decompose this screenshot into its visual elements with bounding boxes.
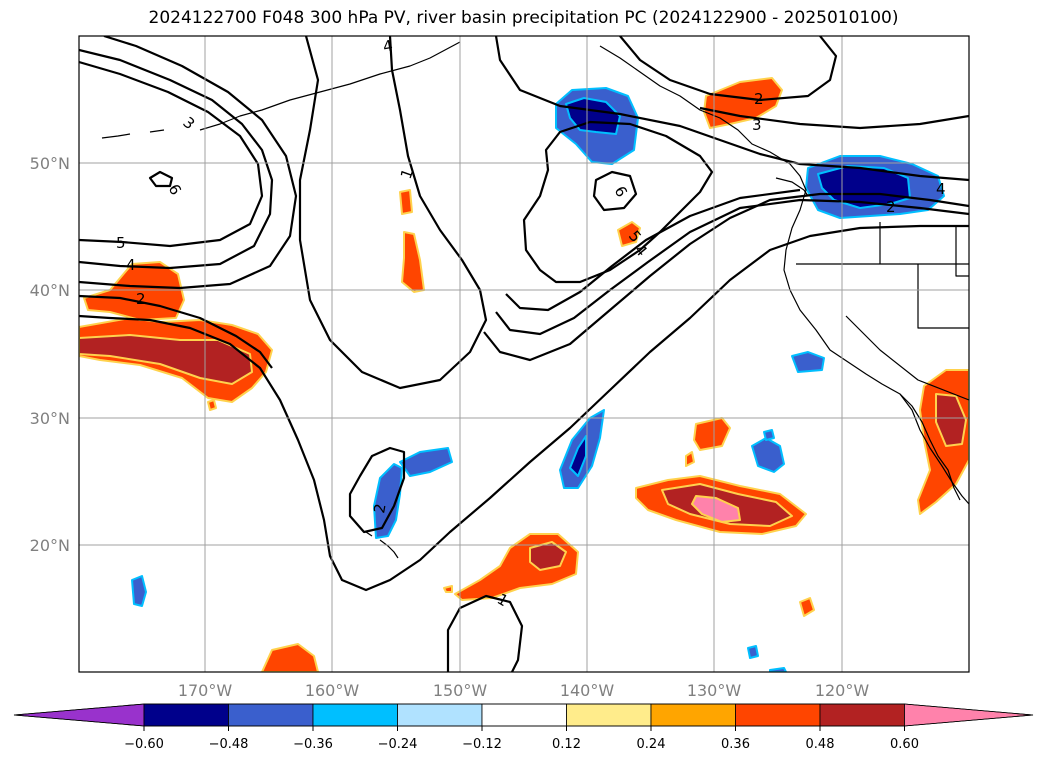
alaska-aleutians xyxy=(101,41,461,139)
lat-tick-label: 30°N xyxy=(30,409,70,428)
precip-positive xyxy=(79,77,969,672)
precip-blob-subtropic-peak xyxy=(691,495,741,523)
lon-tick-label: 130°W xyxy=(687,681,742,700)
north-america-coast xyxy=(783,163,969,505)
coastlines xyxy=(101,41,969,559)
precip-blob-tiny1 xyxy=(763,429,775,441)
colorbar-tick-label: 0.36 xyxy=(721,737,750,752)
pv-contour-trough-4 xyxy=(505,188,801,312)
pv-label: 4 xyxy=(126,256,136,274)
lon-tick-label: 150°W xyxy=(433,681,488,700)
colorbar-tick-label: −0.36 xyxy=(293,737,333,752)
precip-blob-west-small xyxy=(131,575,147,607)
colorbar-tick-label: −0.12 xyxy=(462,737,502,752)
colorbar-tick-label: 0.48 xyxy=(806,737,835,752)
lon-tick-label: 120°W xyxy=(815,681,870,700)
vancouver-island xyxy=(775,177,809,197)
pv-label: 2 xyxy=(370,502,389,515)
lat-tick-label: 20°N xyxy=(30,536,70,555)
pv-contour-hawaii-loop xyxy=(348,446,406,534)
lat-tick-label: 40°N xyxy=(30,281,70,300)
pv-contour-4 xyxy=(79,48,274,270)
precip-blob-small4 xyxy=(685,451,695,467)
colorbar-segment xyxy=(312,703,398,727)
colorbar-segment xyxy=(650,703,736,727)
alaska-peninsula xyxy=(599,45,791,165)
colorbar-segment xyxy=(735,703,821,727)
gridlines xyxy=(79,36,969,672)
baja-peninsula xyxy=(899,393,961,501)
lon-tick-label: 170°W xyxy=(178,681,233,700)
colorbar-tick-label: 0.24 xyxy=(637,737,666,752)
pv-contour-5 xyxy=(79,60,264,248)
colorbar-tick-label: −0.24 xyxy=(378,737,418,752)
pv-contour-low xyxy=(522,120,714,284)
precip-blob-cal-off xyxy=(791,351,825,373)
pv-label: 5 xyxy=(116,234,126,252)
precip-blob-mid-east-core xyxy=(569,435,587,477)
pv-contour-trough-2 xyxy=(483,192,969,362)
colorbar-extend-high xyxy=(904,703,1034,727)
colorbar-segment xyxy=(397,703,483,727)
colorbar-tick-label: 0.60 xyxy=(890,737,919,752)
lat-tick-labels: 50°N 40°N 30°N 20°N xyxy=(30,154,70,555)
colorbar-segment xyxy=(566,703,652,727)
precip-blob-small1 xyxy=(401,231,425,293)
pv-contours xyxy=(79,36,969,672)
precip-blob-mid xyxy=(617,221,641,247)
pv-label: 4 xyxy=(936,180,946,198)
precip-blob-small7 xyxy=(443,585,453,593)
pv-contour-6-west xyxy=(148,170,174,188)
pv-label: 3 xyxy=(752,116,762,134)
colorbar-tick-label: −0.60 xyxy=(124,737,164,752)
colorbar-segment xyxy=(228,703,314,727)
pv-contour-south-1 xyxy=(446,594,524,672)
pv-contour-alaska-3 xyxy=(699,106,969,130)
precip-negative xyxy=(131,87,945,672)
colorbar-tick-label: 0.12 xyxy=(552,737,581,752)
precip-blob-small2 xyxy=(399,189,413,215)
colorbar-segment xyxy=(143,703,229,727)
pv-contour-trough-3 xyxy=(495,198,969,336)
map-title: 2024122700 F048 300 hPa PV, river basin … xyxy=(148,8,899,28)
pv-label: 2 xyxy=(886,198,896,216)
colorbar-extend-low xyxy=(13,703,145,727)
precip-blob-baja-core xyxy=(935,393,967,447)
lon-tick-label: 160°W xyxy=(305,681,360,700)
precip-blob-alaska xyxy=(703,77,783,129)
hawaii-islands xyxy=(365,531,399,559)
precip-blob-tiny3 xyxy=(769,667,787,672)
precip-blob-hawaii-arm xyxy=(399,447,453,477)
state-borders xyxy=(796,222,969,401)
colorbar-tick-labels: −0.60 −0.48 −0.36 −0.24 −0.12 0.12 0.24 … xyxy=(124,726,919,752)
lon-tick-labels: 170°W 160°W 150°W 140°W 130°W 120°W xyxy=(178,681,870,700)
pv-label: 2 xyxy=(136,290,146,308)
pv-contour-6-low xyxy=(592,170,638,212)
colorbar-segment xyxy=(819,703,905,727)
precip-blob-tiny2 xyxy=(747,645,759,659)
map-frame xyxy=(78,35,970,673)
precip-blob-small6 xyxy=(207,399,217,411)
lat-tick-label: 50°N xyxy=(30,154,70,173)
lon-tick-label: 140°W xyxy=(560,681,615,700)
pv-contour-alaska-2 xyxy=(619,36,838,102)
precip-blob-hawaii-ne-core xyxy=(529,541,567,571)
pv-contour-trough-1 xyxy=(494,36,969,182)
colorbar xyxy=(13,703,1034,727)
pv-label: 4 xyxy=(382,37,395,56)
pv-contour-2 xyxy=(79,294,273,369)
precip-blob-small5 xyxy=(799,597,815,617)
colorbar-tick-label: −0.48 xyxy=(209,737,249,752)
pv-contour-3 xyxy=(79,36,298,290)
colorbar-segment xyxy=(481,703,567,727)
precip-blob-hawaii-north xyxy=(373,463,403,539)
precip-blob-west-core xyxy=(79,334,253,385)
pv-contour-outer xyxy=(79,224,969,592)
pv-label: 2 xyxy=(754,90,764,108)
precip-blob-south-center xyxy=(261,643,319,672)
